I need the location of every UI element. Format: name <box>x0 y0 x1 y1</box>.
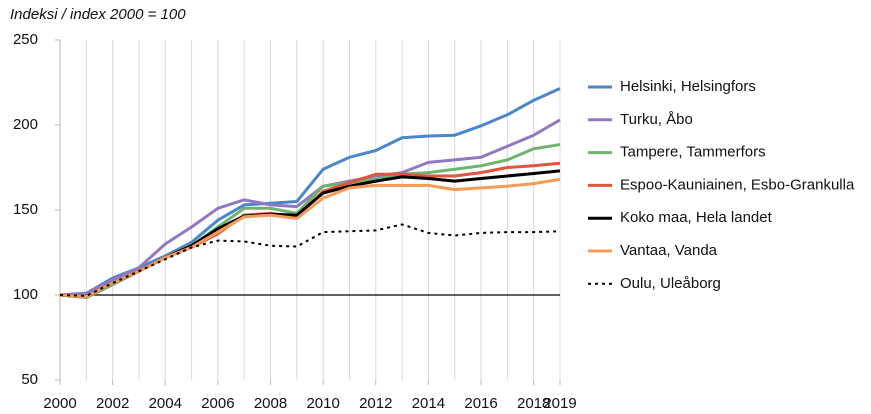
y-tick-label: 200 <box>13 116 38 133</box>
x-tick-label: 2012 <box>359 395 392 412</box>
x-tick-label: 2002 <box>96 395 129 412</box>
y-tick-label: 150 <box>13 201 38 218</box>
x-tick-label: 2019 <box>543 395 576 412</box>
x-tick-label: 2018 <box>517 395 550 412</box>
x-tick-label: 2000 <box>43 395 76 412</box>
legend-label: Oulu, Uleåborg <box>620 275 721 292</box>
y-tick-label: 250 <box>13 31 38 48</box>
x-tick-label: 2016 <box>464 395 497 412</box>
y-tick-label: 50 <box>21 371 38 388</box>
series-line <box>59 223 561 297</box>
legend-label: Espoo-Kauniainen, Esbo-Grankulla <box>620 176 855 193</box>
legend-label: Vantaa, Vanda <box>620 242 718 259</box>
legend-label: Helsinki, Helsingfors <box>620 78 756 95</box>
legend-label: Koko maa, Hela landet <box>620 209 773 226</box>
legend-label: Turku, Åbo <box>620 111 693 128</box>
x-tick-label: 2014 <box>412 395 445 412</box>
legend-label: Tampere, Tammerfors <box>620 144 766 161</box>
x-tick-label: 2008 <box>254 395 287 412</box>
y-tick-label: 100 <box>13 286 38 303</box>
y-axis-label: Indeksi / index 2000 = 100 <box>10 6 186 23</box>
x-tick-label: 2004 <box>149 395 182 412</box>
x-tick-label: 2006 <box>201 395 234 412</box>
series-line <box>59 118 561 297</box>
series-line <box>59 177 561 299</box>
series-line <box>59 87 561 297</box>
x-tick-label: 2010 <box>306 395 339 412</box>
